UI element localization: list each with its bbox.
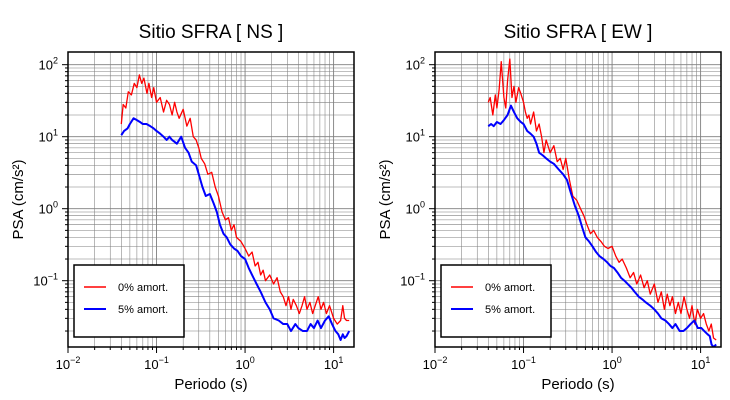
x-axis-label: Periodo (s)	[174, 376, 247, 393]
y-axis-label: PSA (cm/s²)	[10, 159, 27, 239]
x-tick-label: 10−2	[423, 355, 448, 372]
y-tick-label: 102	[406, 56, 425, 73]
y-tick-label: 100	[406, 200, 425, 217]
series-line-zero-damping	[120, 74, 350, 325]
legend: 0% amort. 5% amort.	[440, 264, 552, 338]
y-axis-label: PSA (cm/s²)	[377, 159, 394, 239]
series-line-zero-damping	[487, 58, 717, 341]
series-group	[120, 74, 351, 342]
chart-title: Sitio SFRA [ NS ]	[139, 22, 284, 43]
x-tick-label: 10−1	[511, 355, 536, 372]
chart-title: Sitio SFRA [ EW ]	[504, 22, 653, 43]
y-tick-label: 101	[406, 128, 425, 145]
y-tick-label: 100	[39, 200, 58, 217]
ticks	[429, 64, 702, 353]
plot-frame	[67, 51, 355, 348]
legend-box	[73, 264, 185, 338]
ticks	[62, 64, 335, 353]
legend-label: 5% amort.	[485, 304, 535, 316]
x-axis-label: Periodo (s)	[541, 376, 614, 393]
x-tick-label: 100	[602, 355, 621, 372]
x-tick-label: 10−1	[144, 355, 169, 372]
legend-label: 0% amort.	[118, 282, 168, 294]
y-tick-label: 101	[39, 128, 58, 145]
chart-panel-0: 10−2 10−1 100 101 10−1 100 101 102 Sitio SFRA [ …	[10, 22, 355, 393]
y-tick-label: 102	[39, 56, 58, 73]
y-tick-label: 10−1	[400, 272, 425, 289]
legend-box	[440, 264, 552, 338]
legend-label: 5% amort.	[118, 304, 168, 316]
y-tick-label: 10−1	[33, 272, 58, 289]
legend-label: 0% amort.	[485, 282, 535, 294]
x-tick-label: 101	[324, 355, 343, 372]
series-group	[487, 58, 717, 347]
series-line-five-damping	[120, 117, 351, 342]
x-tick-label: 10−2	[56, 355, 81, 372]
x-tick-label: 100	[235, 355, 254, 372]
x-tick-label: 101	[691, 355, 710, 372]
chart-panel-1: 10−2 10−1 100 101 10−1 100 101 102 Sitio SFRA [ …	[377, 22, 722, 393]
legend: 0% amort. 5% amort.	[73, 264, 185, 338]
plot-frame	[434, 51, 722, 348]
series-line-five-damping	[487, 104, 717, 347]
